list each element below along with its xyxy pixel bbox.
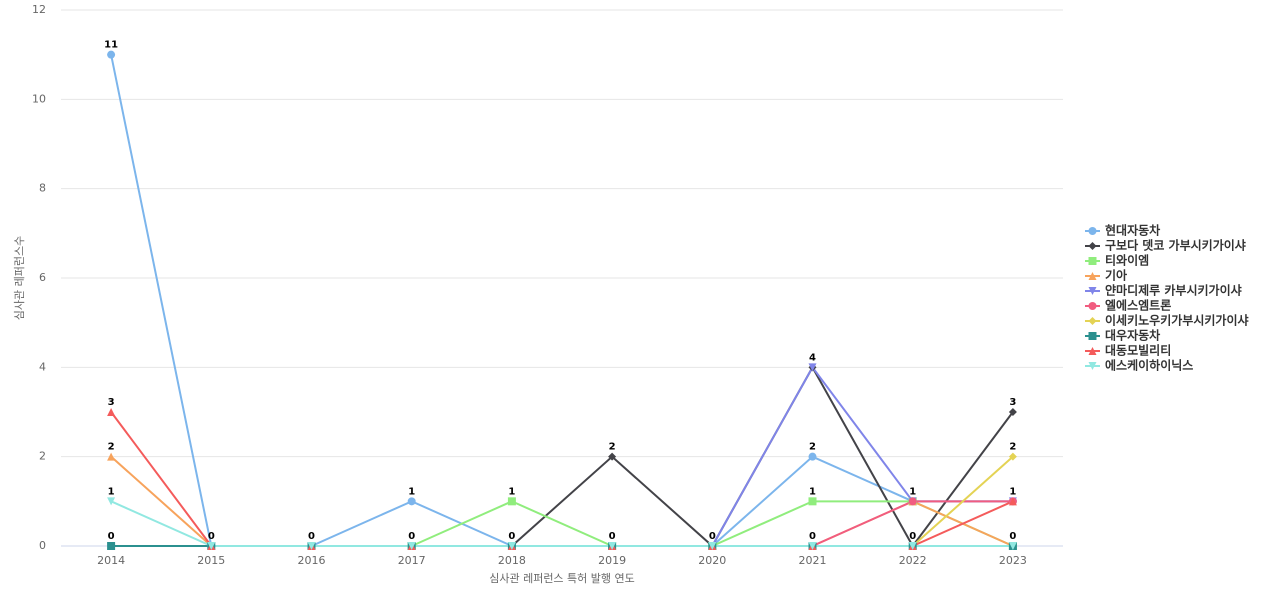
- legend-symbol: [1088, 317, 1097, 325]
- y-tick-label: 0: [39, 539, 46, 552]
- x-tick-label: 2020: [698, 554, 726, 567]
- legend-symbol: [1088, 302, 1097, 310]
- legend-label[interactable]: 대동모빌리티: [1105, 343, 1171, 358]
- legend-symbol: [1088, 332, 1097, 340]
- marker: [307, 542, 316, 550]
- data-label: 1: [108, 486, 115, 497]
- legend-label[interactable]: 이세키노우키가부시키가이샤: [1105, 313, 1249, 328]
- marker: [507, 542, 516, 550]
- marker: [808, 497, 817, 506]
- x-tick-label: 2018: [498, 554, 526, 567]
- data-label: 1: [408, 486, 415, 497]
- x-tick-label: 2021: [799, 554, 827, 567]
- legend-label[interactable]: 엘에스엠트론: [1105, 298, 1171, 313]
- marker: [207, 542, 216, 550]
- x-tick-label: 2015: [197, 554, 225, 567]
- marker: [407, 497, 416, 506]
- marker: [107, 408, 116, 416]
- x-tick-label: 2017: [398, 554, 426, 567]
- y-tick-label: 10: [32, 92, 46, 105]
- legend-label[interactable]: 구보다 뎃코 가부시키가이샤: [1105, 238, 1246, 253]
- marker: [608, 542, 617, 550]
- y-tick-label: 4: [39, 360, 46, 373]
- data-label: 3: [108, 397, 115, 408]
- data-label: 2: [809, 442, 816, 453]
- series-line: [110, 411, 1014, 547]
- legend-label[interactable]: 에스케이하이닉스: [1105, 358, 1193, 373]
- legend-symbol: [1088, 287, 1097, 295]
- data-label: 1: [809, 486, 816, 497]
- legend-label[interactable]: 얀마디제루 카부시키가이샤: [1105, 283, 1242, 298]
- series-line: [110, 54, 1013, 547]
- data-label: 11: [104, 40, 118, 51]
- y-tick-label: 2: [39, 450, 46, 463]
- data-label: 2: [108, 442, 115, 453]
- marker: [407, 542, 416, 550]
- y-axis-title: 심사관 레퍼런스수: [13, 236, 26, 320]
- y-tick-label: 8: [39, 182, 46, 195]
- marker: [1008, 408, 1017, 416]
- data-label: 0: [508, 531, 515, 542]
- data-label: 0: [709, 531, 716, 542]
- legend-symbol: [1088, 242, 1097, 250]
- data-label: 2: [609, 442, 616, 453]
- marker: [507, 497, 516, 506]
- data-label: 0: [809, 531, 816, 542]
- x-tick-label: 2019: [598, 554, 626, 567]
- data-label: 0: [408, 531, 415, 542]
- marker: [808, 542, 817, 550]
- data-label: 4: [809, 352, 816, 363]
- legend-symbol: [1088, 347, 1097, 355]
- legend-symbol: [1088, 272, 1097, 280]
- marker: [107, 452, 116, 461]
- legend-symbol: [1088, 227, 1097, 235]
- x-tick-label: 2023: [999, 554, 1027, 567]
- legend-symbol: [1088, 362, 1097, 370]
- data-label: 3: [1009, 397, 1016, 408]
- x-tick-label: 2022: [899, 554, 927, 567]
- x-tick-label: 2014: [97, 554, 125, 567]
- data-label: 0: [609, 531, 616, 542]
- data-label: 1: [508, 486, 515, 497]
- x-axis-title: 심사관 레퍼런스 특허 발행 연도: [489, 572, 635, 585]
- data-label: 2: [1009, 442, 1016, 453]
- marker: [908, 542, 917, 550]
- data-label: 0: [1009, 531, 1016, 542]
- data-label: 1: [909, 486, 916, 497]
- data-label: 0: [108, 531, 115, 542]
- x-tick-label: 2016: [298, 554, 326, 567]
- legend-symbol: [1088, 257, 1097, 265]
- marker: [1008, 542, 1017, 550]
- marker: [708, 542, 717, 550]
- data-label: 0: [208, 531, 215, 542]
- series-line: [110, 500, 1013, 547]
- marker: [107, 542, 116, 550]
- marker: [107, 497, 116, 506]
- data-label: 0: [909, 531, 916, 542]
- y-tick-label: 12: [32, 3, 46, 16]
- marker: [1008, 452, 1017, 461]
- legend-label[interactable]: 대우자동차: [1105, 328, 1160, 343]
- marker: [808, 363, 817, 372]
- marker: [908, 497, 917, 506]
- legend-label[interactable]: 티와이엠: [1105, 253, 1149, 268]
- marker: [808, 452, 817, 461]
- data-label: 0: [308, 531, 315, 542]
- data-label: 1: [1009, 486, 1016, 497]
- marker: [107, 50, 116, 59]
- legend-label[interactable]: 현대자동차: [1105, 223, 1160, 238]
- y-tick-label: 6: [39, 271, 46, 284]
- series-line: [912, 455, 1014, 547]
- marker: [608, 452, 617, 461]
- legend-label[interactable]: 기아: [1105, 268, 1127, 283]
- marker: [1008, 497, 1017, 506]
